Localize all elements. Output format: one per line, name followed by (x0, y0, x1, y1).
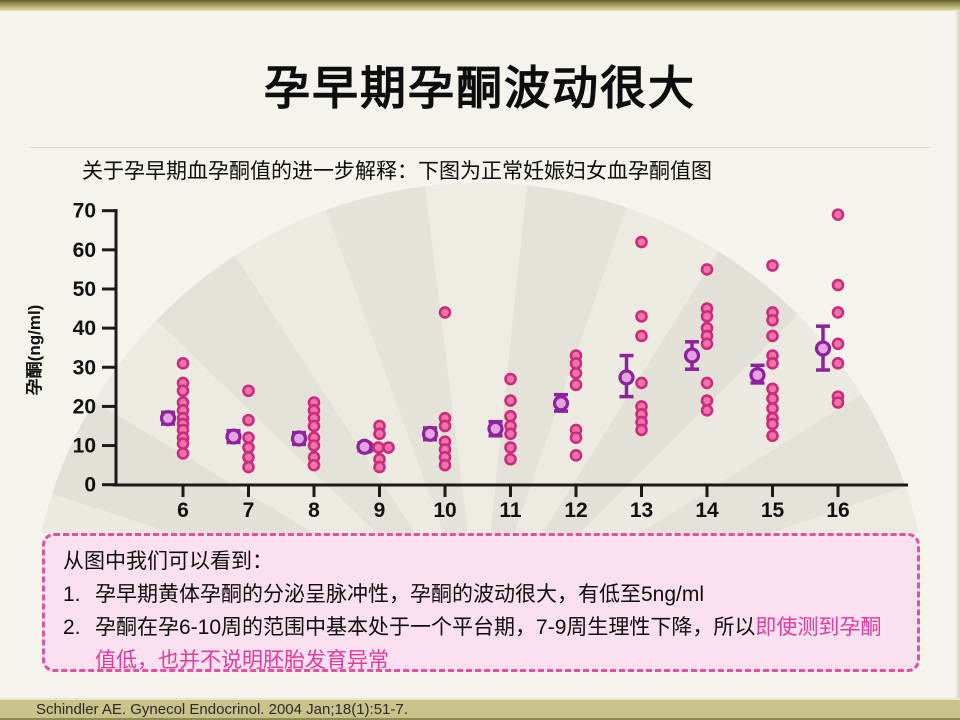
scatter-dot (700, 376, 714, 390)
mean-marker (421, 425, 439, 442)
mean-marker (159, 410, 177, 427)
chart-caption: 关于孕早期血孕酮值的进一步解释：下图为正常妊娠妇女血孕酮值图 (82, 160, 712, 183)
y-tick-label: 40 (73, 317, 96, 340)
x-tick-label: 16 (826, 499, 849, 520)
scatter-dot (382, 441, 395, 454)
scatter-dot (307, 419, 321, 433)
scatter-dot (373, 460, 386, 474)
scatter-dot (766, 357, 779, 370)
scatter-dot (569, 378, 583, 392)
y-tick-label: 0 (84, 474, 96, 497)
scatter-dot (438, 419, 452, 433)
slide-top-band (0, 0, 960, 11)
title-divider (30, 147, 930, 149)
x-tick-label: 8 (308, 499, 320, 520)
scatter-dot (373, 427, 386, 441)
y-tick-label: 10 (73, 435, 96, 458)
scatter-dot (635, 423, 648, 437)
x-tick-label: 13 (630, 499, 653, 520)
conclusions-intro: 从图中我们可以看到： (63, 550, 273, 573)
scatter-dot (176, 447, 190, 460)
scatter-dot (504, 452, 517, 466)
scatter-dot (700, 404, 714, 417)
scatter-dot (176, 384, 190, 398)
scatter-dot (504, 372, 517, 386)
scatter-dot (766, 313, 779, 327)
conclusions-box: 从图中我们可以看到： 1. 孕早期黄体孕酮的分泌呈脉冲性，孕酮的波动很大，有低至… (42, 533, 920, 672)
scatter-dot (766, 329, 779, 343)
y-tick-label: 60 (73, 239, 96, 262)
x-tick-label: 9 (374, 499, 386, 520)
mean-marker (683, 347, 701, 364)
scatter-dot (700, 337, 714, 351)
conclusion-text-highlight: 即使测到孕酮值低，也并不说明胚胎发育异常 (95, 616, 882, 672)
scatter-dot (569, 431, 583, 445)
x-tick-label: 15 (761, 499, 785, 520)
scatter-dot (766, 417, 779, 431)
scatter-dot (242, 384, 255, 398)
mean-marker (814, 340, 832, 357)
mean-marker (290, 430, 308, 447)
scatter-dot (766, 429, 779, 443)
scatter-dot (504, 441, 517, 454)
x-tick-label: 14 (695, 499, 719, 520)
mean-marker (225, 428, 242, 445)
scatter-dot (766, 259, 779, 272)
scatter-dot (569, 366, 583, 380)
y-tick-label: 50 (73, 278, 96, 301)
y-tick-label: 30 (73, 356, 96, 379)
mean-marker (618, 369, 635, 386)
scatter-dot (831, 208, 845, 221)
scatter-dot (504, 394, 517, 407)
scatter-dot (831, 357, 845, 370)
x-tick-label: 11 (499, 499, 522, 520)
slide-right-edge-strip (955, 11, 960, 700)
scatter-dot (635, 329, 648, 343)
mean-marker (487, 420, 504, 437)
scatter-dot (700, 310, 714, 323)
conclusion-text-normal: 孕酮在孕6-10周的范围中基本处于一个平台期，7-9周生理性下降，所以 (95, 616, 756, 639)
x-tick-label: 6 (177, 499, 189, 520)
scatter-dot (635, 235, 648, 249)
scatter-dot (242, 460, 255, 474)
scatter-dot (831, 306, 845, 319)
mean-marker (356, 438, 373, 455)
mean-marker (552, 395, 570, 412)
x-tick-label: 7 (243, 499, 255, 520)
scatter-dot (635, 376, 648, 390)
scatter-dot (307, 458, 321, 472)
scatter-dot (831, 396, 845, 409)
y-axis-title: 孕酮(ng/ml) (25, 305, 44, 396)
scatter-dot (569, 449, 583, 462)
scatter-dot (438, 306, 452, 319)
scatter-dot (831, 337, 845, 351)
conclusion-text: 孕早期黄体孕酮的分泌呈脉冲性，孕酮的波动很大，有低至5ng/ml (95, 583, 705, 606)
x-tick-label: 10 (433, 499, 456, 520)
scatter-dot (176, 357, 190, 370)
list-number: 2. (63, 616, 81, 639)
scatter-dot (635, 310, 648, 323)
y-tick-label: 20 (73, 395, 96, 418)
page-title: 孕早期孕酮波动很大 (264, 62, 696, 114)
scatter-dot (438, 458, 452, 472)
scatter-dot (372, 441, 385, 454)
scatter-dot (242, 413, 255, 427)
conclusion-item-2: 2. 孕酮在孕6-10周的范围中基本处于一个平台期，7-9周生理性下降，所以即使… (63, 611, 899, 677)
conclusion-text: 孕酮在孕6-10周的范围中基本处于一个平台期，7-9周生理性下降，所以即使测到孕… (95, 611, 899, 677)
scatter-dot (307, 439, 321, 452)
scatter-dot (831, 278, 845, 292)
citation-reference: Schindler AE. Gynecol Endocrinol. 2004 J… (36, 701, 408, 718)
list-number: 1. (63, 583, 81, 606)
scatter-dot (700, 263, 714, 276)
y-tick-label: 70 (73, 200, 96, 223)
citation-band: Schindler AE. Gynecol Endocrinol. 2004 J… (0, 698, 960, 720)
scatter-dot (504, 427, 517, 441)
x-tick-label: 12 (564, 499, 587, 520)
conclusion-item-1: 1. 孕早期黄体孕酮的分泌呈脉冲性，孕酮的波动很大，有低至5ng/ml (63, 578, 899, 611)
mean-marker (749, 367, 766, 384)
progesterone-scatter-chart: 0 10 20 30 40 50 60 70 6 7 8 9 10 11 12 13 14 15 16 孕酮(ng/m… (25, 200, 908, 520)
